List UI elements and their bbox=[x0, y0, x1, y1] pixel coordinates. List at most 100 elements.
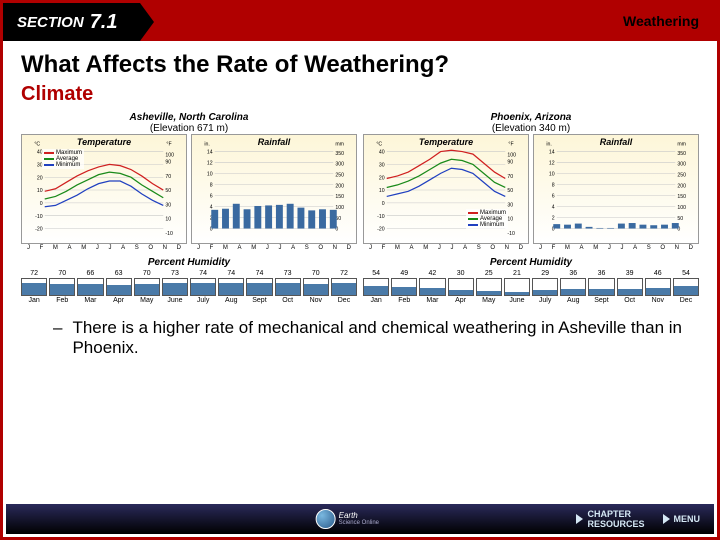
svg-text:4: 4 bbox=[552, 205, 555, 211]
legend: MaximumAverageMinimum bbox=[42, 149, 84, 169]
svg-text:50: 50 bbox=[507, 188, 513, 194]
temperature-chart: Temperature-20-10010203040-1010305070901… bbox=[363, 134, 529, 244]
humidity-cell: 72Jan bbox=[21, 270, 47, 304]
svg-text:10: 10 bbox=[37, 188, 43, 194]
svg-text:14: 14 bbox=[207, 150, 213, 156]
humidity-cell: 70Feb bbox=[49, 270, 75, 304]
city-block-asheville: Asheville, North Carolina(Elevation 671 … bbox=[21, 112, 357, 304]
humidity-row: 72Jan70Feb66Mar63Apr70May73June74July74A… bbox=[21, 270, 357, 304]
svg-text:70: 70 bbox=[165, 174, 171, 180]
section-number: 7.1 bbox=[90, 11, 118, 34]
humidity-cell: 46Nov bbox=[645, 270, 671, 304]
svg-text:90: 90 bbox=[507, 160, 513, 166]
humidity-cell: 74Sept bbox=[246, 270, 272, 304]
svg-text:100: 100 bbox=[507, 152, 516, 158]
svg-text:in.: in. bbox=[546, 141, 551, 147]
svg-text:4: 4 bbox=[210, 205, 213, 211]
svg-text:250: 250 bbox=[677, 172, 686, 178]
svg-text:350: 350 bbox=[335, 151, 344, 157]
page-subtitle: Climate bbox=[21, 83, 699, 106]
svg-text:mm: mm bbox=[335, 141, 344, 147]
bullet-text: There is a higher rate of mechanical and… bbox=[72, 318, 699, 358]
svg-text:20: 20 bbox=[379, 175, 385, 181]
svg-text:-10: -10 bbox=[35, 214, 43, 220]
bullet-dash: – bbox=[53, 318, 62, 358]
humidity-cell: 74Aug bbox=[218, 270, 244, 304]
triangle-icon bbox=[576, 514, 583, 524]
humidity-cell: 29July bbox=[532, 270, 558, 304]
chapter-resources-button[interactable]: CHAPTERRESOURCES bbox=[576, 509, 644, 529]
svg-text:10: 10 bbox=[549, 172, 555, 178]
logo-text: Earth Science Online bbox=[339, 512, 379, 526]
humidity-cell: 36Aug bbox=[560, 270, 586, 304]
humidity-cell: 54Dec bbox=[673, 270, 699, 304]
svg-text:90: 90 bbox=[165, 160, 171, 166]
humidity-row: 54Jan49Feb42Mar30Apr25May21June29July36A… bbox=[363, 270, 699, 304]
svg-text:12: 12 bbox=[549, 161, 555, 167]
temperature-chart: Temperature-20-10010203040-1010305070901… bbox=[21, 134, 187, 244]
slide-container: SECTION 7.1 Weathering What Affects the … bbox=[0, 0, 720, 540]
svg-text:°F: °F bbox=[166, 141, 171, 147]
globe-icon bbox=[316, 509, 336, 529]
svg-text:8: 8 bbox=[552, 183, 555, 189]
svg-text:20: 20 bbox=[37, 175, 43, 181]
humidity-title: Percent Humidity bbox=[363, 257, 699, 268]
humidity-cell: 49Feb bbox=[391, 270, 417, 304]
humidity-cell: 70May bbox=[134, 270, 160, 304]
svg-text:6: 6 bbox=[552, 194, 555, 200]
humidity-cell: 70Nov bbox=[303, 270, 329, 304]
triangle-icon bbox=[663, 514, 670, 524]
svg-text:30: 30 bbox=[507, 202, 513, 208]
humidity-cell: 42Mar bbox=[419, 270, 445, 304]
svg-text:200: 200 bbox=[677, 183, 686, 189]
humidity-cell: 21June bbox=[504, 270, 530, 304]
charts-row: Asheville, North Carolina(Elevation 671 … bbox=[21, 112, 699, 304]
page-title: What Affects the Rate of Weathering? bbox=[21, 51, 699, 79]
svg-text:10: 10 bbox=[165, 217, 171, 223]
svg-text:50: 50 bbox=[165, 188, 171, 194]
footer-logo[interactable]: Earth Science Online bbox=[316, 509, 379, 529]
humidity-cell: 73Oct bbox=[275, 270, 301, 304]
svg-text:°C: °C bbox=[376, 141, 382, 147]
svg-text:100: 100 bbox=[677, 205, 686, 211]
svg-text:-20: -20 bbox=[377, 227, 385, 233]
humidity-cell: 73June bbox=[162, 270, 188, 304]
legend: MaximumAverageMinimum bbox=[466, 209, 508, 229]
main-content: What Affects the Rate of Weathering? Cli… bbox=[3, 41, 717, 358]
svg-text:10: 10 bbox=[207, 172, 213, 178]
svg-text:30: 30 bbox=[379, 162, 385, 168]
svg-text:-10: -10 bbox=[165, 231, 173, 237]
header-bar: SECTION 7.1 Weathering bbox=[3, 3, 717, 41]
humidity-cell: 63Apr bbox=[106, 270, 132, 304]
humidity-cell: 39Oct bbox=[617, 270, 643, 304]
city-heading: Phoenix, Arizona(Elevation 340 m) bbox=[363, 112, 699, 134]
svg-text:12: 12 bbox=[207, 161, 213, 167]
svg-text:2: 2 bbox=[552, 216, 555, 222]
bullet-point: – There is a higher rate of mechanical a… bbox=[53, 318, 699, 358]
svg-text:6: 6 bbox=[210, 194, 213, 200]
humidity-cell: 72Dec bbox=[331, 270, 357, 304]
svg-text:100: 100 bbox=[165, 152, 174, 158]
svg-text:70: 70 bbox=[507, 174, 513, 180]
topic-label: Weathering bbox=[623, 13, 699, 29]
humidity-title: Percent Humidity bbox=[21, 257, 357, 268]
svg-text:-10: -10 bbox=[507, 231, 515, 237]
humidity-cell: 74July bbox=[190, 270, 216, 304]
svg-text:40: 40 bbox=[379, 150, 385, 156]
svg-text:50: 50 bbox=[677, 216, 683, 222]
svg-text:300: 300 bbox=[335, 162, 344, 168]
menu-button[interactable]: MENU bbox=[663, 514, 701, 524]
humidity-cell: 30Apr bbox=[448, 270, 474, 304]
svg-text:in.: in. bbox=[204, 141, 209, 147]
svg-text:8: 8 bbox=[210, 183, 213, 189]
svg-text:10: 10 bbox=[507, 217, 513, 223]
svg-text:°F: °F bbox=[508, 141, 513, 147]
svg-text:30: 30 bbox=[165, 202, 171, 208]
humidity-cell: 36Sept bbox=[588, 270, 614, 304]
svg-text:10: 10 bbox=[379, 188, 385, 194]
city-block-phoenix: Phoenix, Arizona(Elevation 340 m)Tempera… bbox=[363, 112, 699, 304]
rainfall-chart: Rainfall02468101214050100150200250300350… bbox=[533, 134, 699, 244]
svg-text:°C: °C bbox=[34, 141, 40, 147]
svg-text:350: 350 bbox=[677, 151, 686, 157]
svg-text:-10: -10 bbox=[377, 214, 385, 220]
